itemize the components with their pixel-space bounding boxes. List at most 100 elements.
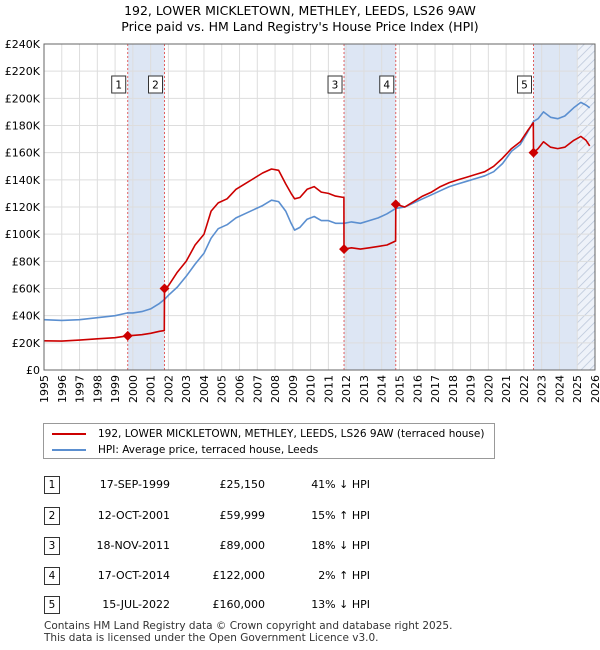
x-tick-label: 2003 <box>180 375 193 403</box>
x-tick-label: 2015 <box>393 375 406 403</box>
table-row: 5 15-JUL-2022 £160,000 13% ↓ HPI <box>0 596 600 614</box>
y-tick-label: £100K <box>5 228 41 241</box>
row-hpi: 13% ↓ HPI <box>311 598 370 611</box>
x-tick-label: 2004 <box>198 375 211 403</box>
sale-badge <box>111 75 127 94</box>
row-hpi: 18% ↓ HPI <box>311 539 370 552</box>
x-tick-label: 1999 <box>109 375 122 403</box>
row-date: 15-JUL-2022 <box>102 598 170 611</box>
row-date: 12-OCT-2001 <box>97 509 170 522</box>
series-lines <box>44 101 591 342</box>
x-tick-label: 2019 <box>465 375 478 403</box>
x-tick-label: 1995 <box>38 375 51 403</box>
sale-point <box>339 244 349 255</box>
sale-badge <box>327 75 343 94</box>
x-tick-label: 2024 <box>553 375 566 403</box>
sale-badge-label: 3 <box>332 80 339 92</box>
y-tick-label: £180K <box>5 120 41 133</box>
x-tick-label: 2002 <box>162 375 175 403</box>
row-date: 17-SEP-1999 <box>99 478 170 491</box>
y-tick-label: £220K <box>5 65 41 78</box>
plot-frame <box>43 43 596 371</box>
x-tick-label: 2022 <box>518 375 531 403</box>
x-tick-label: 1996 <box>56 375 69 403</box>
grid <box>43 43 596 371</box>
chart-title-line1: 192, LOWER MICKLETOWN, METHLEY, LEEDS, L… <box>124 3 476 18</box>
x-tick-label: 1998 <box>91 375 104 403</box>
y-tick-label: £140K <box>5 174 41 187</box>
y-tick-label: £120K <box>5 201 41 214</box>
row-price: £25,150 <box>219 478 266 491</box>
row-number-badge: 2 <box>44 507 60 525</box>
sale-badge-label: 5 <box>521 80 528 92</box>
sale-badge <box>379 75 395 94</box>
legend-label-hpi: HPI: Average price, terraced house, Leed… <box>98 444 319 456</box>
table-row: 3 18-NOV-2011 £89,000 18% ↓ HPI <box>0 537 600 555</box>
row-price: £89,000 <box>219 539 266 552</box>
row-number-badge: 1 <box>44 476 60 494</box>
x-tick-label: 2021 <box>500 375 513 403</box>
y-tick-label: £40K <box>12 310 41 323</box>
x-tick-label: 1997 <box>74 375 87 403</box>
x-tick-label: 2008 <box>269 375 282 403</box>
legend: 192, LOWER MICKLETOWN, METHLEY, LEEDS, L… <box>43 423 495 459</box>
row-number-badge: 5 <box>44 596 60 614</box>
row-price: £160,000 <box>212 598 266 611</box>
sale-badge-label: 4 <box>383 80 390 92</box>
y-tick-label: £160K <box>5 147 41 160</box>
x-tick-label: 2016 <box>411 375 424 403</box>
y-tick-label: £240K <box>5 38 41 51</box>
sale-badge-label: 2 <box>152 80 159 92</box>
x-tick-label: 2000 <box>127 375 140 403</box>
x-tick-label: 2025 <box>571 375 584 403</box>
x-tick-label: 2007 <box>251 375 264 403</box>
row-number-badge: 4 <box>44 567 60 585</box>
x-tick-label: 2018 <box>447 375 460 403</box>
row-date: 18-NOV-2011 <box>96 539 170 552</box>
row-hpi: 2% ↑ HPI <box>318 569 370 582</box>
footer-line1: Contains HM Land Registry data © Crown c… <box>44 620 453 632</box>
row-date: 17-OCT-2014 <box>97 569 170 582</box>
x-tick-label: 2001 <box>145 375 158 403</box>
x-tick-label: 2011 <box>322 375 335 403</box>
table-row: 2 12-OCT-2001 £59,999 15% ↑ HPI <box>0 507 600 525</box>
sale-badge <box>148 75 164 94</box>
legend-swatch-price <box>52 433 86 435</box>
x-tick-label: 2013 <box>358 375 371 403</box>
sale-badge <box>517 75 533 94</box>
y-tick-label: £80K <box>12 255 41 268</box>
x-tick-label: 2023 <box>536 375 549 403</box>
sale-points <box>122 147 539 341</box>
legend-swatch-hpi <box>52 449 86 451</box>
x-tick-label: 2017 <box>429 375 442 403</box>
sale-badge-label: 1 <box>115 80 122 92</box>
table-row: 1 17-SEP-1999 £25,150 41% ↓ HPI <box>0 476 600 494</box>
row-price: £59,999 <box>219 509 266 522</box>
footer-line2: This data is licensed under the Open Gov… <box>44 632 379 644</box>
sale-badges: 1 2 3 4 5 <box>111 75 533 94</box>
price-chart: £0 £20K £40K £60K £80K £100K £120K £140K £160K £1… <box>5 38 600 403</box>
x-tick-label: 2026 <box>589 375 600 403</box>
sale-point <box>528 147 539 158</box>
x-tick-label: 2014 <box>376 375 389 403</box>
x-tick-label: 2006 <box>234 375 247 403</box>
chart-title-line2: Price paid vs. HM Land Registry's House … <box>121 19 479 34</box>
sale-point <box>390 199 401 210</box>
table-row: 4 17-OCT-2014 £122,000 2% ↑ HPI <box>0 567 600 585</box>
x-tick-label: 2005 <box>216 375 229 403</box>
x-tick-label: 2010 <box>305 375 318 403</box>
x-tick-label: 2009 <box>287 375 300 403</box>
y-tick-labels: £0 £20K £40K £60K £80K £100K £120K £140K £160K £1… <box>5 38 41 377</box>
row-hpi: 15% ↑ HPI <box>311 509 370 522</box>
y-tick-label: £20K <box>12 337 41 350</box>
footer: Contains HM Land Registry data © Crown c… <box>44 620 452 644</box>
chart-title-block: 192, LOWER MICKLETOWN, METHLEY, LEEDS, L… <box>0 3 600 35</box>
sale-point <box>159 283 170 294</box>
x-tick-labels: 1995 1996 1997 1998 1999 2000 2001 2002 2003 2004… <box>38 375 600 403</box>
y-tick-label: £60K <box>12 283 41 296</box>
hpi-line <box>44 101 591 322</box>
x-tick-label: 2020 <box>482 375 495 403</box>
y-tick-label: £0 <box>26 364 40 377</box>
y-tick-label: £200K <box>5 92 41 105</box>
row-number-badge: 3 <box>44 537 60 555</box>
